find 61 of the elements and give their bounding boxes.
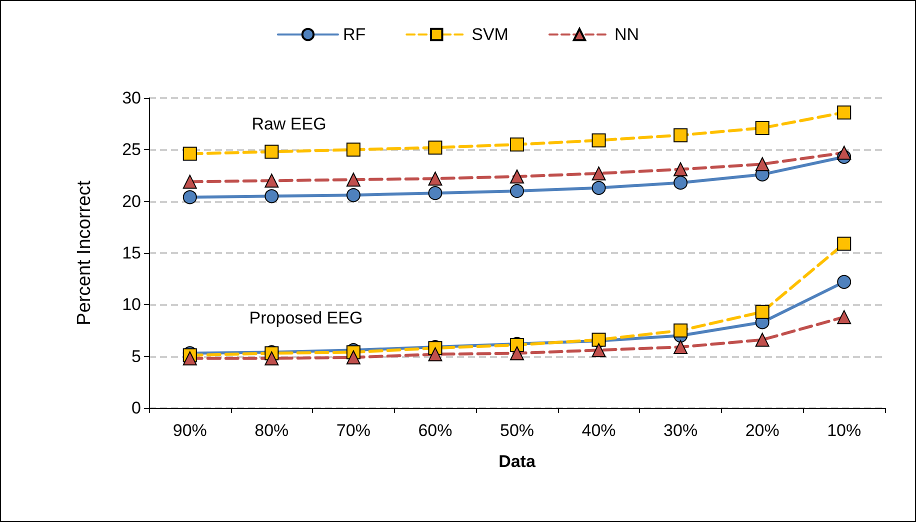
point	[428, 140, 442, 155]
point	[592, 343, 606, 358]
point	[674, 128, 688, 142]
y-tick-label: 30	[122, 88, 141, 108]
point	[264, 174, 279, 188]
point	[346, 188, 360, 202]
point	[592, 166, 606, 180]
x-tick-label: 70%	[336, 421, 370, 440]
y-tick-label: 15	[122, 244, 141, 262]
x-axis-title: Data	[498, 452, 536, 471]
x-tick-label: 10%	[827, 421, 862, 440]
x-tick-label: 80%	[254, 421, 289, 440]
y-tick-label: 20	[122, 192, 141, 211]
point	[674, 340, 688, 354]
point	[755, 157, 770, 172]
point	[674, 324, 688, 338]
point	[264, 144, 279, 159]
point	[837, 274, 852, 289]
x-tick-label: 90%	[172, 421, 207, 440]
legend-label: NN	[614, 25, 640, 44]
y-tick-label: 5	[132, 346, 141, 366]
point	[837, 146, 852, 160]
x-tick-label: 20%	[745, 421, 780, 440]
y-tick-label: 0	[132, 398, 141, 418]
point	[182, 351, 197, 366]
point	[346, 142, 360, 157]
point	[510, 184, 524, 198]
y-tick-label: 25	[122, 140, 141, 160]
x-tick-label: 40%	[582, 421, 616, 440]
point	[510, 346, 524, 360]
point	[428, 186, 442, 200]
y-tick-label: 10	[122, 295, 141, 314]
point	[592, 180, 606, 195]
point	[674, 176, 688, 190]
point	[592, 133, 606, 148]
y-axis-title: Percent Incorrect	[74, 180, 95, 326]
annotation: Proposed EEG	[249, 308, 363, 328]
point	[428, 172, 442, 186]
point	[510, 138, 524, 152]
point	[346, 350, 360, 364]
point	[837, 310, 852, 324]
point	[837, 105, 852, 120]
annotation: Raw EEG	[252, 114, 326, 134]
point	[674, 162, 688, 176]
point	[428, 347, 442, 362]
legend-label: SVM	[472, 25, 508, 44]
point	[755, 332, 770, 347]
point	[755, 304, 770, 319]
point	[264, 351, 279, 366]
point	[755, 120, 770, 135]
point	[264, 189, 279, 204]
point	[837, 236, 852, 251]
point	[182, 174, 197, 189]
point	[346, 172, 360, 187]
x-tick-label: 60%	[418, 421, 452, 440]
point	[182, 190, 197, 204]
point	[182, 146, 197, 161]
x-tick-label: 50%	[500, 421, 534, 440]
point	[510, 170, 524, 184]
x-tick-label: 30%	[664, 421, 698, 440]
legend-label: RF	[342, 25, 366, 44]
